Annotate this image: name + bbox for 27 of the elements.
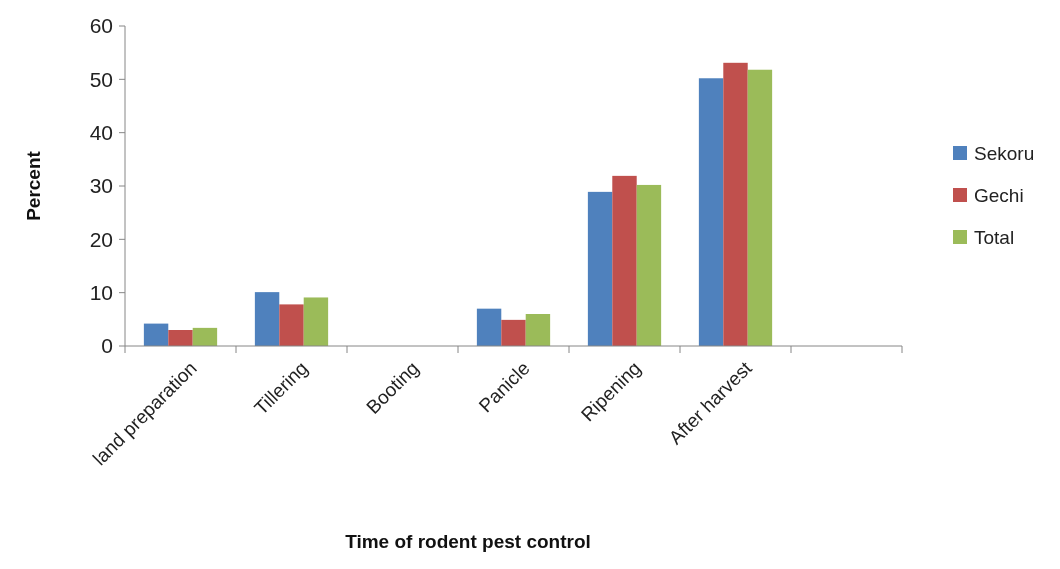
y-tick-label: 10: [89, 281, 113, 305]
x-axis-title: Time of rodent pest control: [345, 531, 591, 552]
y-tick-label: 40: [89, 121, 113, 145]
y-tick-label: 0: [101, 334, 113, 358]
bar: [192, 327, 218, 346]
bar: [698, 78, 724, 346]
bar: [168, 330, 193, 346]
y-tick-label: 60: [89, 14, 113, 38]
bar: [254, 292, 280, 346]
bar: [303, 297, 329, 346]
y-tick-label: 30: [89, 174, 113, 198]
bar: [476, 308, 502, 346]
bar: [747, 69, 773, 346]
bar: [636, 184, 662, 346]
y-axis-title: Percent: [23, 150, 44, 221]
bar: [587, 191, 613, 346]
legend-label: Gechi: [974, 184, 1024, 206]
y-tick-label: 20: [89, 227, 113, 251]
bar: [143, 323, 169, 346]
y-tick-label: 50: [89, 67, 113, 91]
legend-label: Total: [974, 226, 1015, 248]
bar: [525, 314, 551, 346]
legend-label: Sekoru: [974, 142, 1035, 164]
bar: [612, 175, 637, 346]
bar: [501, 319, 526, 346]
bar: [279, 304, 304, 346]
bar: [723, 62, 748, 346]
